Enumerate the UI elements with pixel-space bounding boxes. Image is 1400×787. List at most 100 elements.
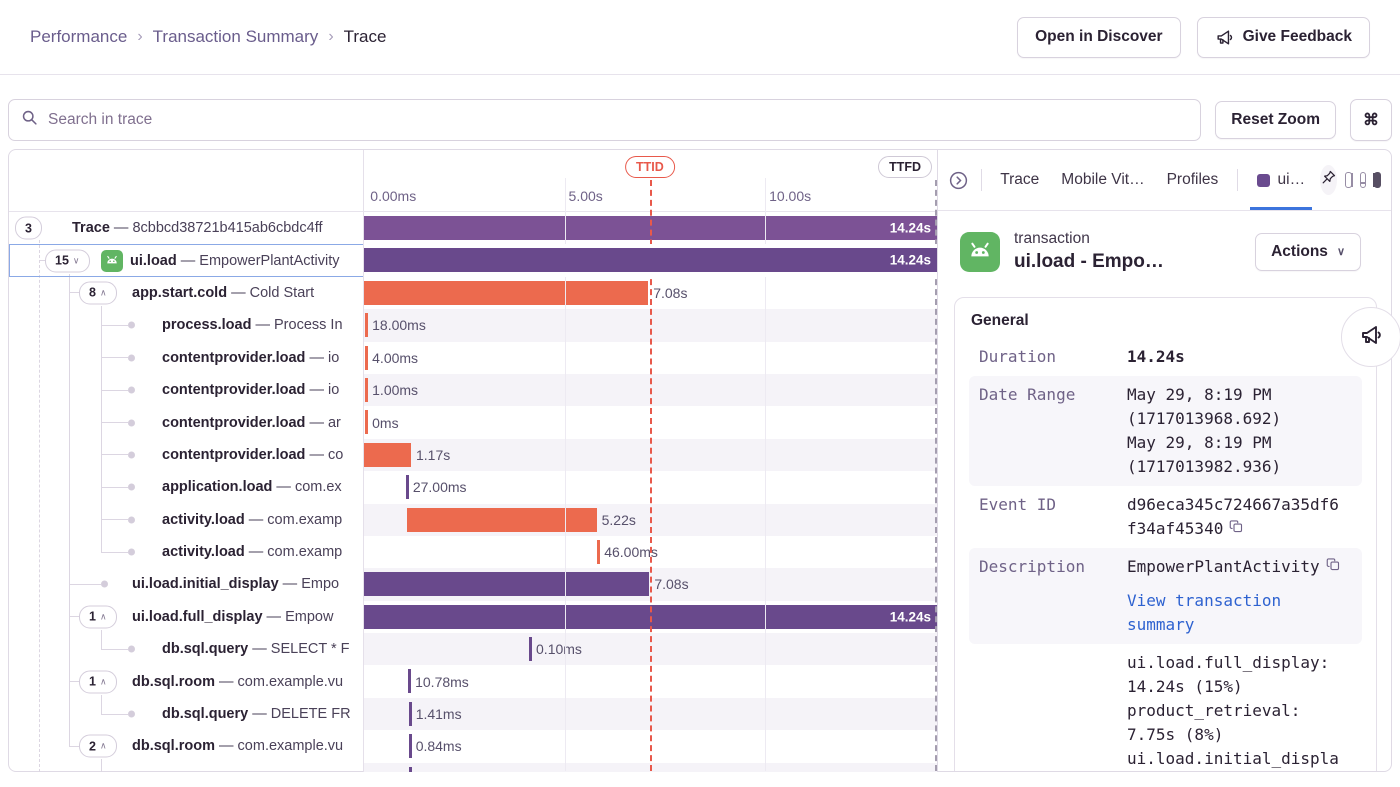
span-count-badge[interactable]: 8∧ [79, 281, 117, 304]
span-count-badge[interactable]: 2∧ [79, 735, 117, 758]
transaction-header: transaction ui.load - Empo… Actions ∨ [938, 211, 1391, 287]
span-label: activity.load — com.examp [162, 544, 361, 560]
span-chart-cell: 7.08s [364, 277, 937, 309]
span-duration-bar[interactable] [364, 281, 648, 305]
span-tree-cell: db.sql.query — DELETE FR [9, 698, 364, 730]
general-rows: Duration14.24sDate RangeMay 29, 8:19 PM(… [969, 338, 1362, 771]
panel-tab-bar: TraceMobile Vit…Profiles ui… [938, 150, 1391, 211]
span-duration-bar[interactable] [529, 637, 532, 661]
trace-row[interactable]: process.load — Process In 18.00ms [9, 309, 937, 341]
span-count-badge[interactable]: 15∨ [45, 249, 90, 272]
search-box[interactable] [8, 99, 1201, 141]
span-duration-bar[interactable] [597, 540, 600, 564]
trace-row[interactable]: 1∧ ui.load.full_display — Empow 14.24s [9, 601, 937, 633]
span-duration-bar[interactable] [364, 572, 649, 596]
field-label: Date Range [979, 383, 1127, 479]
app-header: Performance›Transaction Summary›Trace Op… [0, 0, 1400, 75]
field-value: 14.24s [1127, 345, 1352, 369]
trace-row[interactable]: contentprovider.load — io 4.00ms [9, 342, 937, 374]
reset-zoom-button[interactable]: Reset Zoom [1215, 101, 1336, 139]
shortcut-button[interactable]: ⌘ [1350, 99, 1392, 141]
span-count-badge[interactable]: 1∧ [79, 670, 117, 693]
view-transaction-summary-link[interactable]: summary [1127, 613, 1352, 637]
span-duration-bar[interactable] [409, 734, 412, 758]
trace-row[interactable]: contentprovider.load — co 1.17s [9, 439, 937, 471]
collapse-panel-icon[interactable] [948, 170, 969, 191]
span-duration-label: 10.78ms [415, 674, 469, 690]
span-duration-bar[interactable] [364, 443, 411, 467]
span-duration-label: 0.70 [416, 771, 443, 772]
trace-row[interactable]: 15∨ ui.load — EmpowerPlantActivity 14.24… [9, 244, 937, 276]
span-duration-bar[interactable] [409, 767, 412, 772]
span-duration-bar[interactable] [407, 508, 597, 532]
panel-tab-ui[interactable]: ui… [1250, 151, 1313, 210]
span-label: contentprovider.load — io [162, 382, 361, 398]
breadcrumb-item[interactable]: Performance [30, 27, 127, 47]
trace-row[interactable]: application.load — com.ex 27.00ms [9, 471, 937, 503]
span-duration-bar[interactable] [406, 475, 409, 499]
trace-row[interactable]: contentprovider.load — io 1.00ms [9, 374, 937, 406]
field-value: EmpowerPlantActivityView transactionsumm… [1127, 555, 1352, 637]
span-duration-bar[interactable] [408, 669, 411, 693]
layout-right-panel-icon[interactable] [1374, 172, 1381, 188]
trace-row[interactable]: db.sql.query — DELETE FR 1.41ms [9, 698, 937, 730]
trace-row[interactable]: db.sql.query — INSERT OR 0.70 [9, 763, 937, 772]
span-tree-cell: 3 Trace — 8cbbcd38721b415ab6cbdc4ff [9, 212, 364, 244]
span-duration-bar[interactable] [365, 313, 368, 337]
trace-row[interactable]: 8∧ app.start.cold — Cold Start 7.08s [9, 277, 937, 309]
panel-tab-mobilevit[interactable]: Mobile Vit… [1054, 151, 1151, 210]
span-label: db.sql.room — com.example.vu [132, 738, 361, 754]
span-duration-bar[interactable]: 14.24s [364, 605, 937, 629]
transaction-meta: transaction ui.load - Empo… [1014, 230, 1241, 273]
span-count-badge[interactable]: 3 [15, 217, 42, 240]
value-line: ui.load.initial_displa [1127, 747, 1352, 771]
layout-left-panel-icon[interactable] [1345, 172, 1352, 188]
trace-row[interactable]: 3 Trace — 8cbbcd38721b415ab6cbdc4ff 14.2… [9, 212, 937, 244]
trace-row[interactable]: activity.load — com.examp 46.00ms [9, 536, 937, 568]
span-chart-cell: 27.00ms [364, 471, 937, 503]
span-tree-cell: activity.load — com.examp [9, 504, 364, 536]
trace-row[interactable]: ui.load.initial_display — Empo 7.08s [9, 568, 937, 600]
search-input[interactable] [46, 110, 1188, 130]
view-transaction-summary-link[interactable]: View transaction [1127, 589, 1352, 613]
trace-row[interactable]: activity.load — com.examp 5.22s [9, 504, 937, 536]
span-label: contentprovider.load — io [162, 350, 361, 366]
copy-icon[interactable] [1229, 517, 1244, 541]
span-count-badge[interactable]: 1∧ [79, 605, 117, 628]
give-feedback-button[interactable]: Give Feedback [1197, 17, 1370, 58]
span-tree-cell: 15∨ ui.load — EmpowerPlantActivity [9, 244, 364, 276]
actions-button[interactable]: Actions ∨ [1255, 233, 1361, 271]
span-dot [128, 451, 135, 458]
span-dot [128, 484, 135, 491]
trace-detail-panel: TraceMobile Vit…Profiles ui… transaction … [937, 150, 1391, 771]
span-duration-bar[interactable] [365, 410, 368, 434]
open-in-discover-button[interactable]: Open in Discover [1017, 17, 1180, 58]
panel-tab-trace[interactable]: Trace [993, 151, 1046, 210]
span-duration-label: 7.08s [653, 285, 687, 301]
span-label: ui.load.initial_display — Empo [132, 576, 361, 592]
pin-tab-button[interactable] [1320, 165, 1337, 195]
trace-view-container: TTID TTFD 0.00ms5.00s10.00s 3 Trace — 8c… [8, 149, 1392, 772]
span-rows: 3 Trace — 8cbbcd38721b415ab6cbdc4ff 14.2… [9, 212, 937, 772]
span-duration-bar[interactable]: 14.24s [364, 248, 937, 272]
span-label: db.sql.query — SELECT * F [162, 641, 361, 657]
breadcrumb-item[interactable]: Transaction Summary [153, 27, 319, 47]
trace-row[interactable]: 1∧ db.sql.room — com.example.vu 10.78ms [9, 665, 937, 697]
feedback-fab-button[interactable] [1341, 307, 1400, 367]
span-chart-cell: 0.84ms [364, 730, 937, 762]
tree-connector [101, 357, 128, 358]
span-label: app.start.cold — Cold Start [132, 285, 361, 301]
trace-row[interactable]: contentprovider.load — ar 0ms [9, 406, 937, 438]
panel-tab-profiles[interactable]: Profiles [1160, 151, 1226, 210]
layout-bottom-panel-icon[interactable] [1360, 172, 1367, 188]
trace-toolbar: Reset Zoom ⌘ [8, 99, 1392, 141]
value-line: 14.24s [1127, 345, 1352, 369]
span-chart-cell: 1.00ms [364, 374, 937, 406]
span-duration-bar[interactable] [365, 378, 368, 402]
span-duration-bar[interactable] [409, 702, 412, 726]
trace-row[interactable]: db.sql.query — SELECT * F 0.10ms [9, 633, 937, 665]
trace-row[interactable]: 2∧ db.sql.room — com.example.vu 0.84ms [9, 730, 937, 762]
span-duration-bar[interactable] [365, 346, 368, 370]
copy-icon[interactable] [1326, 555, 1341, 579]
span-duration-bar[interactable]: 14.24s [364, 216, 937, 240]
